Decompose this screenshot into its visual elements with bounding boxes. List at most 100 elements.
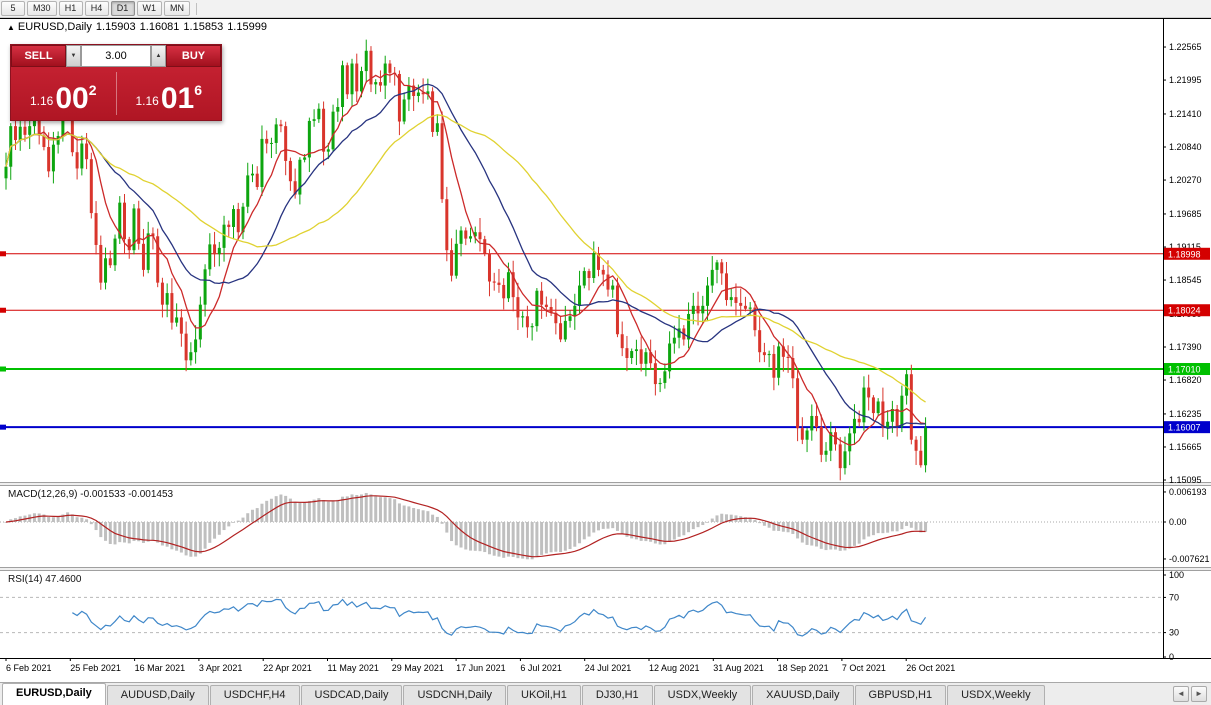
price-line-badge [1164,247,1210,260]
ma-line-20 [5,83,926,429]
timeframe-button-h1[interactable]: H1 [58,1,83,16]
price-axis-label: 1.16235 [1169,409,1202,419]
symbol-marker-icon: ▲ [7,23,15,32]
price-axis-label: 1.22565 [1169,42,1202,52]
tab-gbpusd-h1[interactable]: GBPUSD,H1 [854,685,947,705]
price-axis-label: 1.17390 [1169,342,1202,352]
time-axis-label: 18 Sep 2021 [778,663,829,673]
timeframe-button-h4[interactable]: H4 [84,1,109,16]
price-axis-label: 1.21410 [1169,109,1202,119]
timeframe-button-m30[interactable]: M30 [27,1,57,16]
horizontal-lines-layer [0,251,1163,430]
buy-price-base: 1.16 [135,94,159,108]
rsi-axis: 100 70 30 0 [1163,570,1184,662]
time-axis-label: 31 Aug 2021 [713,663,764,673]
timeframe-button-5[interactable]: 5 [1,1,25,16]
time-axis-label: 25 Feb 2021 [70,663,121,673]
ohlc-close: 1.15999 [227,21,267,33]
volume-input[interactable] [81,45,151,67]
chart-canvas[interactable]: 1.22565 1.21995 1.21410 1.20840 1.20270 1.196… [0,18,1211,682]
price-axis-label: 1.15665 [1169,442,1202,452]
price-axis-label: 1.15095 [1169,475,1202,485]
timeframe-toolbar: 5 M30 H1 H4 D1 W1 MN [0,0,1211,18]
timeframe-button-mn[interactable]: MN [164,1,191,16]
tab-usdchf-h4[interactable]: USDCHF,H4 [209,685,300,705]
one-click-trading-panel: SELL ▼ ▲ BUY 1.16 00 2 1.16 01 6 [10,44,222,121]
time-axis-label: 7 Oct 2021 [842,663,886,673]
rsi-axis-label: 100 [1169,570,1184,580]
time-axis-label: 11 May 2021 [328,663,379,673]
time-axis-label: 16 Mar 2021 [135,663,186,673]
tab-xauusd-daily[interactable]: XAUUSD,Daily [752,685,854,705]
price-line-marker [0,366,6,372]
time-axis-label: 12 Aug 2021 [649,663,700,673]
buy-price-big: 01 [160,82,195,115]
time-axis-label: 6 Feb 2021 [6,663,52,673]
volume-decrease-button[interactable]: ▼ [66,45,81,67]
sell-price-base: 1.16 [29,94,54,108]
price-line-badge [1164,421,1210,434]
tab-usdcnh-daily[interactable]: USDCNH,Daily [403,685,507,705]
rsi-axis-label: 0 [1169,652,1174,662]
time-axis-label: 17 Jun 2021 [456,663,506,673]
time-axis-label: 3 Apr 2021 [199,663,243,673]
time-axis: 6 Feb 2021 25 Feb 2021 16 Mar 2021 3 Apr 20… [5,658,955,673]
rsi-axis-label: 70 [1169,592,1179,602]
timeframe-button-d1[interactable]: D1 [110,1,135,16]
macd-axis: 0.006193 0.00 -0.007621 [1163,487,1210,564]
macd-indicator-label: MACD(12,26,9) -0.001533 -0.001453 [8,489,174,500]
macd-axis-label: 0.00 [1169,517,1187,527]
sell-price-big: 00 [55,82,89,115]
macd-signal-line [5,495,926,558]
buy-price-sup: 6 [194,82,203,98]
price-line-badge [1164,304,1210,317]
rsi-line [72,598,927,637]
price-line-marker [0,251,6,257]
chart-header: ▲ EURUSD,Daily 1.15903 1.16081 1.15853 1.1599… [7,21,271,33]
macd-layer [0,492,1163,560]
ma-line-40 [5,114,926,403]
price-axis-label: 1.20270 [1169,175,1202,185]
axes-layer [0,18,1211,659]
ohlc-open: 1.15903 [95,21,136,33]
time-axis-label: 6 Jul 2021 [520,663,562,673]
rsi-layer [0,596,1163,637]
tab-eurusd-daily[interactable]: EURUSD,Daily [2,683,106,705]
ohlc-high: 1.16081 [139,21,180,33]
tab-ukoil-h1[interactable]: UKOil,H1 [507,685,581,705]
rsi-indicator-label: RSI(14) 47.4600 [8,574,82,585]
candles-layer [4,39,928,481]
price-axis: 1.22565 1.21995 1.21410 1.20840 1.20270 1.196… [1163,42,1210,485]
price-axis-label: 1.18545 [1169,275,1202,285]
price-line-badge-text: 1.17010 [1168,365,1201,375]
chart-title: EURUSD,Daily [17,21,92,33]
chart-tabs: EURUSD,Daily AUDUSD,Daily USDCHF,H4 USDCAD,… [0,682,1211,705]
buy-price[interactable]: 1.16 01 6 [117,67,222,120]
tab-audusd-daily[interactable]: AUDUSD,Daily [106,685,209,705]
price-line-marker [0,307,6,313]
moving-averages-layer [5,72,926,446]
time-axis-label: 24 Jul 2021 [585,663,632,673]
price-axis-label: 1.21995 [1169,75,1202,85]
price-line-badge [1164,363,1210,376]
price-line-badge-text: 1.16007 [1168,423,1201,433]
tab-scroll-right-icon[interactable]: ► [1191,686,1207,702]
tab-dj30-h1[interactable]: DJ30,H1 [581,685,653,705]
sell-button[interactable]: SELL [11,45,66,67]
tab-usdx-weekly[interactable]: USDX,Weekly [947,685,1045,705]
buy-button[interactable]: BUY [166,45,221,67]
volume-increase-button[interactable]: ▲ [151,45,166,67]
price-axis-label: 1.19685 [1169,209,1202,219]
price-divider [115,72,117,115]
price-axis-label: 1.20840 [1169,142,1202,152]
tab-usdx-weekly[interactable]: USDX,Weekly [653,685,752,705]
time-axis-label: 22 Apr 2021 [263,663,312,673]
tab-scroll-left-icon[interactable]: ◄ [1173,686,1189,702]
tab-usdcad-daily[interactable]: USDCAD,Daily [300,685,403,705]
macd-axis-label: -0.007621 [1169,554,1210,564]
sell-price[interactable]: 1.16 00 2 [11,67,116,120]
toolbar-divider [196,2,198,15]
timeframe-button-w1[interactable]: W1 [136,1,163,16]
time-axis-label: 29 May 2021 [392,663,444,673]
